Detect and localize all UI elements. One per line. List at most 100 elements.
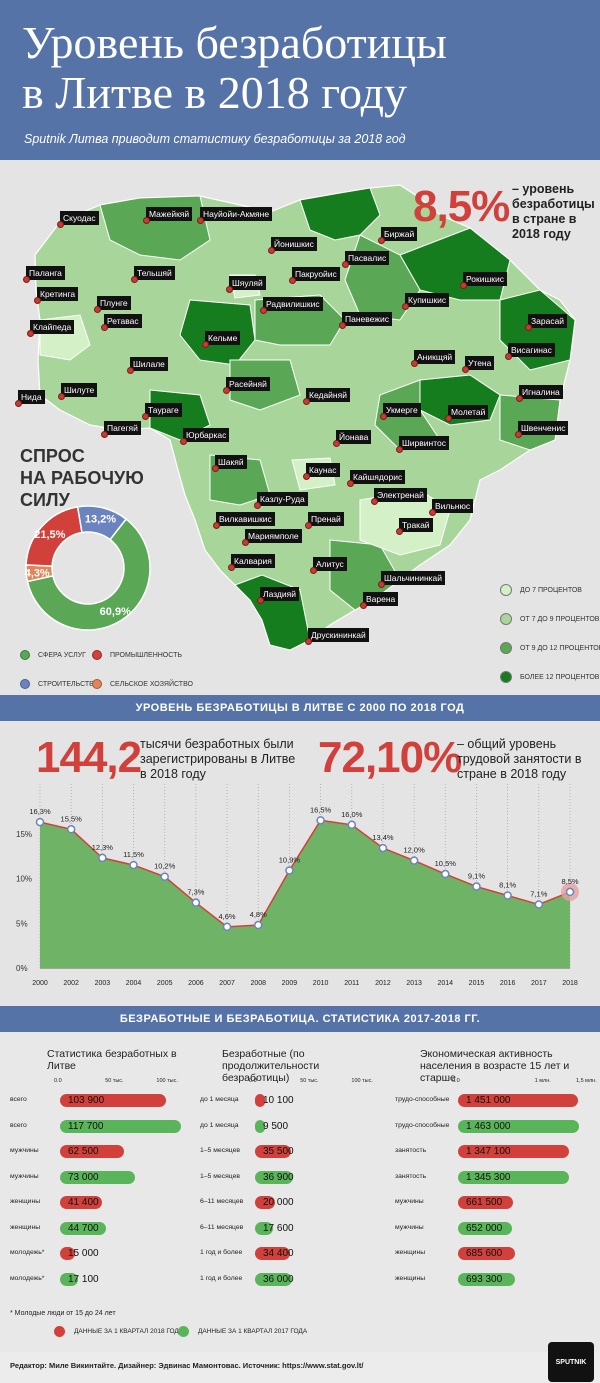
stats-panel-0-bar-7 [60,1272,78,1286]
city-marker-14 [402,303,409,310]
city-label-44: Пренай [308,512,344,526]
donut-label-3: 4,3% [25,567,50,579]
city-label-9: Кретинга [37,287,79,301]
stats-panel-title-0: Статистика безработных в Литве [47,1048,177,1072]
map-legend-item-2: ОТ 9 ДО 12 ПРОЦЕНТОВ [500,642,600,654]
city-marker-52 [305,638,312,645]
stats-panel-2-bar-1 [458,1119,579,1133]
stats-panel-2-row-label-3: занятость [395,1172,427,1180]
city-marker-11 [226,286,233,293]
city-marker-38 [303,473,310,480]
city-label-35: Швенченис [518,421,569,435]
map-legend-swatch-2 [500,642,512,654]
page-subtitle: Sputnik Литва приводит статистику безраб… [24,132,406,146]
stats-panel-0-tick-1: 50 тыс. [105,1078,124,1084]
map-region-dark-1 [299,187,381,241]
city-marker-51 [360,602,367,609]
stats-panel-2-bar-2 [458,1145,570,1158]
stats-panel-0-row-label-3: мужчины [10,1172,39,1180]
map-legend-label-1: ОТ 7 ДО 9 ПРОЦЕНТОВ [520,615,600,623]
trend-ytick-3: 15% [16,830,32,839]
city-marker-13 [460,282,467,289]
stats-panel-0-value-2: 62 500 [68,1146,99,1157]
headline-percent: 8,5% [413,182,510,231]
stats-panel-0-row-label-5: женщины [10,1223,41,1231]
stats-panel-0-row-label-4: женщины [10,1198,41,1205]
stats-panel-2-value-5: 652 000 [466,1222,503,1234]
trend-xtick-1: 2002 [63,980,79,987]
city-label-45: Тракай [399,518,433,532]
stats-panel-2-value-1: 1 463 000 [466,1120,511,1132]
trend-value-label-0: 16,3% [29,807,51,816]
city-marker-17 [339,322,346,329]
city-label-46: Мариямполе [245,529,302,543]
city-marker-16 [101,324,108,331]
stats-panel-1-row-label-6: 1 год и более [200,1249,243,1256]
registered-unemployed-text: тысячи безработных были зарегистрированы… [140,737,296,781]
trend-xtick-15: 2016 [500,980,516,987]
stats-panel-2-value-4: 661 500 [466,1197,503,1208]
stats-panel-1-row-label-4: 6–11 месяцев [200,1198,244,1205]
trend-point-2 [98,853,107,863]
city-marker-7 [289,277,296,284]
city-label-16: Ретавас [104,314,142,328]
city-label-34: Йонава [336,430,372,444]
stats-panel-0-row-label-0: всего [10,1096,27,1103]
stats-panel-2-bar-5 [458,1221,512,1235]
unemployment-trend-chart: 0% 5% 10% 15% 16,3% 2000 15,5% 2002 12,3% 2003 11,… [16,784,579,987]
trend-point-11 [378,843,388,853]
trend-xtick-10: 2011 [344,980,359,987]
map-legend-label-0: ДО 7 ПРОЦЕНТОВ [520,586,582,594]
trend-point-17 [565,887,575,897]
city-label-17: Паневежис [342,312,392,326]
city-marker-48 [310,567,317,574]
stats-panel-1-tick-2: 100 тыс. [351,1078,373,1084]
trend-section: 0% 5% 10% 15% 16,3% 2000 15,5% 2002 12,3% 2003 11,… [0,721,600,1006]
legend-2018-swatch [54,1326,65,1337]
city-marker-10 [94,306,101,313]
stats-panel-2-value-6: 685 600 [466,1248,503,1259]
trend-point-9 [316,816,325,825]
stats-panel-0-bar-3 [60,1170,135,1184]
stats-panel-2-tick-1: 1 млн. [534,1078,551,1084]
demand-donut-chart: 4,3% 21,5% 13,2% 60,9% [25,505,151,631]
trend-point-6 [222,922,232,932]
stats-panel-title-1: Безработные (по продолжительности безраб… [222,1048,320,1084]
stats-panel-1-value-3: 36 900 [263,1171,294,1183]
stats-panel-1-tick-0: 0.0 [249,1078,257,1084]
city-label-25: Расейняй [226,377,270,391]
trend-value-label-16: 7,1% [530,889,547,898]
trend-value-label-6: 4,6% [219,912,236,921]
stats-panel-2-row-label-0: трудо-способные [395,1096,450,1103]
stats-panel-2-bar-7 [458,1272,516,1286]
trend-point-14 [472,882,481,891]
stats-panel-0-row-label-2: мужчины [10,1147,39,1154]
stats-panel-2-value-3: 1 345 300 [466,1171,511,1183]
trend-ytick-2: 10% [16,875,32,884]
stats-panel-2-bar-6 [458,1247,515,1260]
city-label-20: Висагинас [508,343,555,357]
city-label-31: Молетай [448,405,489,419]
city-marker-19 [202,341,209,348]
stats-panel-0-bar-0 [60,1094,167,1107]
stats-panel-1-bar-3 [255,1170,293,1184]
trend-value-label-15: 8,1% [499,881,516,890]
title-line-2: в Литве в 2018 году [22,67,408,118]
stats-panel-0-bar-4 [60,1196,103,1209]
donut-label-2: 13,2% [85,514,116,526]
trend-xtick-6: 2007 [219,980,235,987]
city-label-49: Шальчининкай [381,571,446,585]
stats-panel-1-row-label-7: 1 год и более [200,1274,243,1282]
city-label-2: Науйойи-Акмяне [200,207,273,221]
stats-panel-2-value-0: 1 451 000 [466,1095,511,1106]
city-label-30: Укмерге [383,403,421,417]
trend-value-label-3: 11,5% [123,850,144,859]
stats-panel-0-tick-2: 100 тыс. [156,1078,178,1084]
city-label-52: Друскининкай [308,628,369,642]
trend-point-16 [534,900,544,909]
city-marker-49 [378,581,385,588]
trend-xtick-16: 2017 [531,980,547,987]
city-label-19: Кельме [205,331,241,345]
trend-line [39,819,571,928]
map-legend-item-3: БОЛЕЕ 12 ПРОЦЕНТОВ [500,671,599,683]
